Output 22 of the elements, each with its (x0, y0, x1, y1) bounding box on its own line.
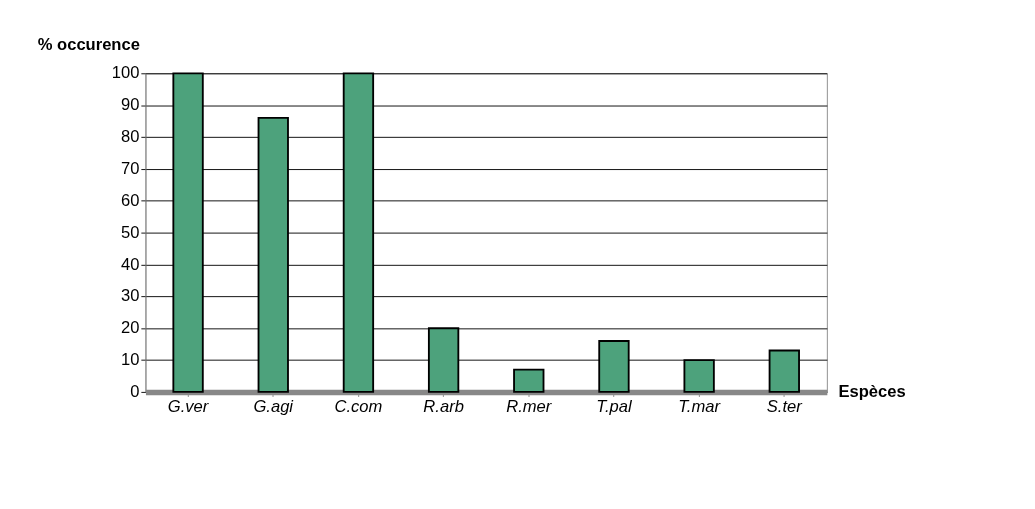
y-tick-label: 70 (121, 158, 140, 178)
y-tick-label: 100 (111, 63, 140, 83)
x-tick-label: G.agi (253, 396, 295, 416)
y-tick-label: 50 (121, 222, 140, 242)
x-axis-title: Espèces (838, 382, 906, 401)
y-tick-label: 20 (121, 318, 140, 338)
chart-title: % occurence (37, 35, 140, 55)
y-tick-label: 0 (130, 382, 140, 401)
x-tick-label: S.ter (766, 396, 804, 416)
y-tick-label: 60 (121, 190, 140, 210)
x-tick-label: T.pal (596, 396, 633, 416)
y-tick-label: 80 (121, 127, 140, 147)
bar (513, 368, 545, 393)
y-tick-label: 40 (121, 254, 140, 274)
y-tick-label: 30 (121, 286, 140, 306)
x-tick-label: G.ver (167, 396, 210, 416)
x-tick-label: R.mer (506, 396, 553, 416)
y-tick-label: 90 (121, 95, 140, 115)
x-tick-label: R.arb (423, 396, 464, 416)
x-tick-label: C.com (334, 396, 383, 416)
y-tick-label: 10 (121, 350, 140, 370)
x-tick-label: T.mar (678, 396, 722, 416)
